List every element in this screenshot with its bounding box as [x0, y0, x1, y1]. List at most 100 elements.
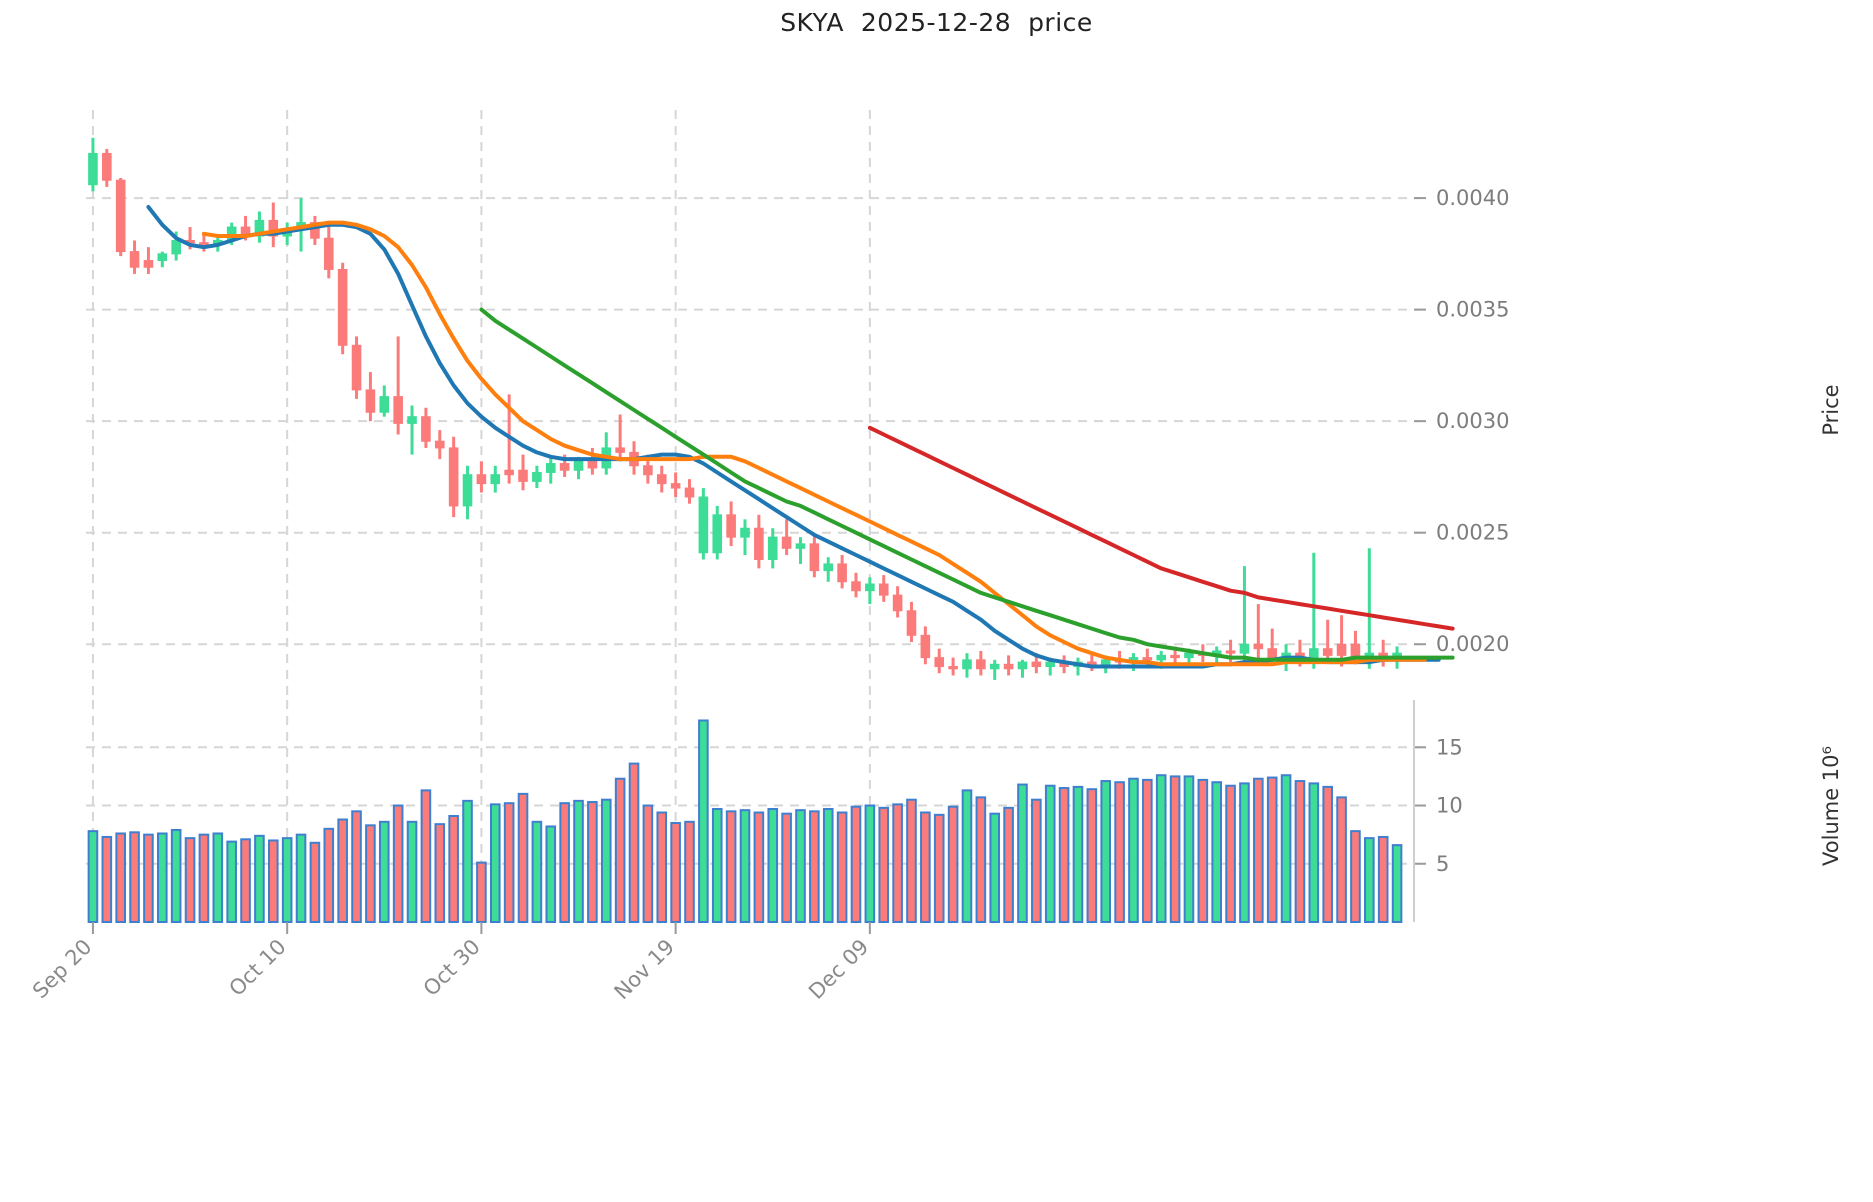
candle-body[interactable]	[684, 487, 695, 498]
volume-bar[interactable]	[1100, 780, 1112, 923]
candle-body[interactable]	[490, 474, 501, 485]
candle-body[interactable]	[795, 543, 806, 549]
volume-bar[interactable]	[947, 805, 959, 924]
candle-body[interactable]	[143, 260, 154, 268]
volume-bar[interactable]	[600, 798, 612, 924]
volume-bar[interactable]	[476, 861, 487, 923]
candle-body[interactable]	[865, 583, 875, 592]
candle-body[interactable]	[1142, 657, 1153, 661]
candle-body[interactable]	[1184, 652, 1194, 659]
volume-bar[interactable]	[254, 834, 265, 923]
candlestick-series[interactable]	[88, 137, 1402, 680]
volume-bar[interactable]	[226, 840, 237, 924]
candle-body[interactable]	[934, 657, 945, 668]
candle-body[interactable]	[837, 563, 847, 583]
volume-bar[interactable]	[1266, 776, 1278, 923]
volume-bar[interactable]	[684, 820, 695, 923]
volume-bar[interactable]	[434, 823, 446, 924]
candle-body[interactable]	[1225, 650, 1236, 654]
volume-bar[interactable]	[795, 809, 806, 924]
volume-bar[interactable]	[1086, 788, 1098, 924]
candle-body[interactable]	[920, 634, 931, 659]
volume-bar[interactable]	[337, 818, 348, 923]
candle-body[interactable]	[698, 496, 709, 554]
volume-bar[interactable]	[1114, 781, 1125, 923]
candle-body[interactable]	[1087, 661, 1097, 665]
volume-bar[interactable]	[392, 804, 404, 923]
candle-body[interactable]	[809, 543, 820, 572]
candle-body[interactable]	[365, 389, 376, 413]
candle-body[interactable]	[1322, 648, 1333, 656]
volume-bar[interactable]	[587, 801, 598, 923]
volume-bar[interactable]	[545, 825, 557, 924]
candle-body[interactable]	[88, 152, 98, 186]
candle-body[interactable]	[740, 527, 750, 538]
volume-bar[interactable]	[1211, 781, 1223, 923]
candle-body[interactable]	[906, 610, 917, 636]
candle-body[interactable]	[643, 465, 653, 476]
volume-bar[interactable]	[642, 804, 654, 923]
volume-bar[interactable]	[101, 835, 113, 924]
volume-bar[interactable]	[1058, 787, 1070, 923]
volume-bar[interactable]	[309, 841, 321, 923]
candle-body[interactable]	[1336, 643, 1347, 656]
candle-body[interactable]	[476, 474, 487, 485]
volume-bar[interactable]	[1044, 784, 1056, 924]
volume-bar[interactable]	[933, 813, 945, 923]
candle-body[interactable]	[199, 242, 209, 246]
volume-bar[interactable]	[1391, 844, 1403, 923]
volume-bar[interactable]	[1003, 806, 1014, 923]
candle-body[interactable]	[656, 474, 667, 485]
volume-bar[interactable]	[1336, 796, 1347, 923]
volume-bar[interactable]	[1308, 782, 1320, 924]
volume-bar[interactable]	[1155, 774, 1167, 923]
candle-body[interactable]	[323, 237, 334, 270]
volume-bar[interactable]	[920, 811, 931, 923]
volume-bar[interactable]	[809, 810, 820, 923]
volume-bar[interactable]	[503, 802, 515, 924]
candle-body[interactable]	[434, 440, 445, 449]
volume-bar[interactable]	[143, 833, 154, 924]
candle-body[interactable]	[504, 469, 514, 476]
volume-bar[interactable]	[1253, 777, 1264, 923]
candle-body[interactable]	[823, 563, 834, 572]
candle-body[interactable]	[989, 663, 1000, 670]
volume-bar[interactable]	[420, 789, 432, 923]
candle-body[interactable]	[421, 416, 431, 442]
volume-bar[interactable]	[989, 812, 1001, 924]
candle-body[interactable]	[157, 253, 168, 262]
volume-bar[interactable]	[1294, 780, 1306, 923]
volume-bar[interactable]	[115, 832, 126, 924]
volume-bar[interactable]	[1239, 782, 1250, 924]
volume-bar[interactable]	[573, 799, 584, 923]
candle-body[interactable]	[1017, 661, 1028, 670]
candle-body[interactable]	[518, 469, 528, 482]
candle-body[interactable]	[448, 447, 459, 507]
candle-body[interactable]	[892, 594, 903, 612]
volume-bar[interactable]	[1225, 784, 1236, 924]
volume-bar[interactable]	[462, 799, 473, 923]
candle-body[interactable]	[407, 416, 417, 424]
candle-body[interactable]	[351, 344, 362, 391]
candle-body[interactable]	[1170, 654, 1180, 659]
volume-bar[interactable]	[753, 811, 765, 923]
volume-bar[interactable]	[559, 802, 570, 924]
volume-bar[interactable]	[725, 810, 737, 923]
volume-bar[interactable]	[157, 832, 168, 924]
candle-body[interactable]	[587, 460, 598, 469]
volume-bar[interactable]	[489, 803, 501, 923]
candle-body[interactable]	[615, 447, 625, 453]
volume-bar[interactable]	[198, 833, 210, 924]
volume-bar[interactable]	[1017, 783, 1028, 923]
candle-body[interactable]	[962, 659, 972, 670]
candle-body[interactable]	[393, 396, 403, 424]
candle-body[interactable]	[337, 268, 348, 346]
candle-body[interactable]	[726, 514, 736, 538]
volume-bar[interactable]	[1280, 774, 1292, 923]
volume-bar[interactable]	[614, 777, 626, 923]
candle-body[interactable]	[976, 659, 986, 670]
candle-body[interactable]	[129, 251, 140, 268]
volume-bar[interactable]	[975, 796, 987, 923]
candle-body[interactable]	[670, 483, 681, 489]
volume-bar[interactable]	[767, 808, 779, 923]
